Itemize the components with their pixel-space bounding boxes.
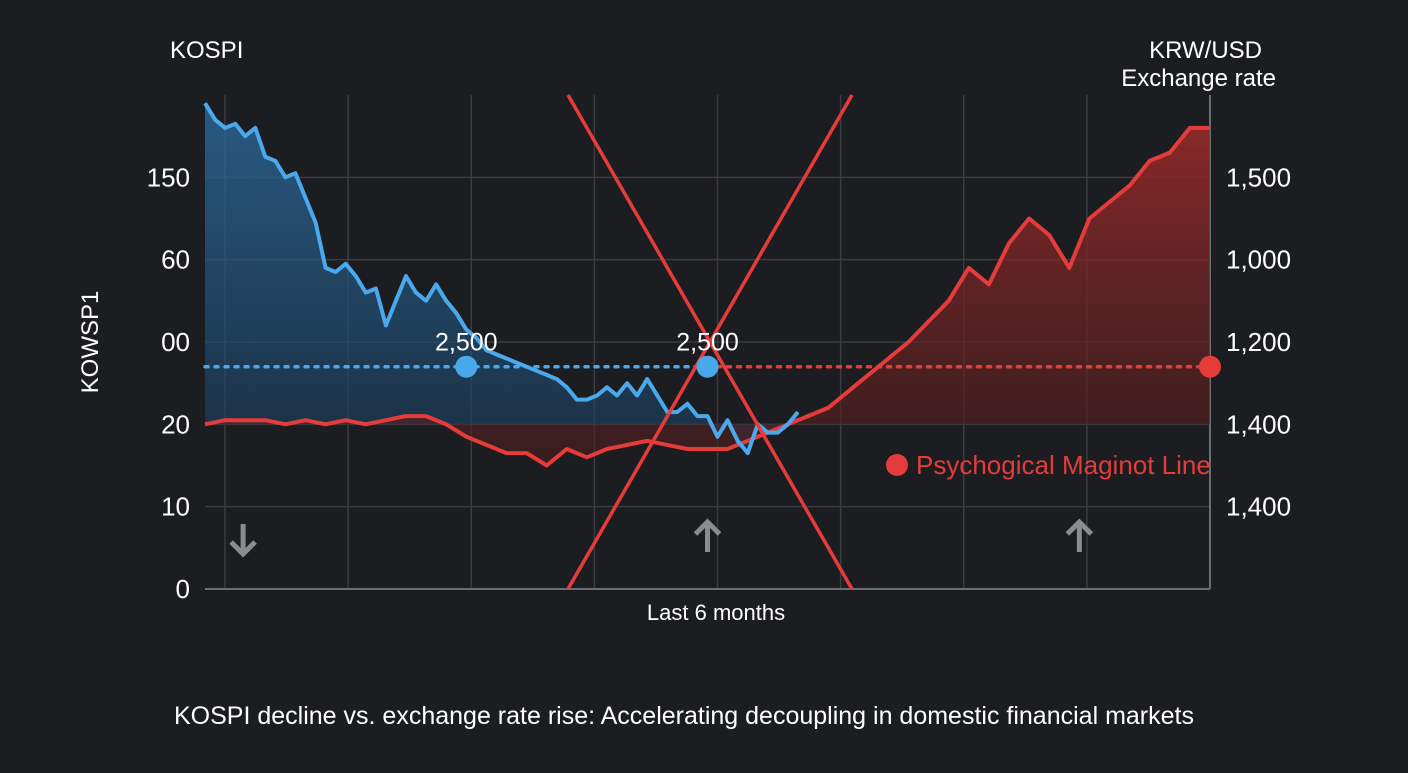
right-tick-label: 1,200: [1226, 327, 1291, 357]
krw-usd-annotation: 2,500: [676, 329, 739, 357]
kospi-area: [205, 103, 798, 454]
right-tick-label: 1,400: [1226, 492, 1291, 522]
left-axis-label: KOWSP1: [77, 291, 104, 394]
left-tick-label: 00: [161, 327, 190, 357]
arrow-down-icon: [229, 524, 257, 558]
legend-label: Psychogical Maginot Line: [916, 450, 1211, 480]
left-tick-label: 60: [161, 245, 190, 275]
kospi-line: [203, 102, 800, 456]
right-tick-label: 1,500: [1226, 162, 1291, 192]
arrow-head: [229, 540, 257, 558]
arrow-head: [693, 518, 722, 536]
left-axis-corner-label: KOSPI: [170, 37, 243, 64]
left-tick-label: 0: [176, 574, 190, 604]
right-axis-corner-label-line2: Exchange rate: [1121, 65, 1276, 92]
arrow-up-icon: [1065, 518, 1094, 552]
chart-caption: KOSPI decline vs. exchange rate rise: Ac…: [174, 702, 1194, 730]
left-tick-label: 20: [161, 409, 190, 439]
right-tick-label: 1,000: [1226, 245, 1291, 275]
overlays: 2,500 2,500: [203, 94, 1221, 590]
legend-marker: [886, 454, 908, 476]
series-lines: [203, 102, 1210, 468]
arrow-head: [1065, 518, 1094, 536]
krw-usd-area: [205, 127, 1210, 466]
x-axis-label: Last 6 months: [647, 600, 785, 625]
kospi-annotation: 2,500: [435, 329, 498, 357]
left-tick-label: 150: [147, 162, 190, 192]
left-tick-label: 10: [161, 492, 190, 522]
right-axis-corner-label-line1: KRW/USD: [1149, 37, 1262, 64]
krw-usd-marker: [696, 355, 719, 378]
reference-end-marker: [1199, 355, 1221, 378]
area-fills: [205, 103, 1210, 466]
cross-line-2: [566, 94, 854, 590]
right-tick-label: 1,400: [1226, 409, 1291, 439]
kospi-marker: [455, 355, 478, 378]
arrow-up-icon: [693, 518, 722, 552]
krw-usd-line: [204, 125, 1210, 468]
